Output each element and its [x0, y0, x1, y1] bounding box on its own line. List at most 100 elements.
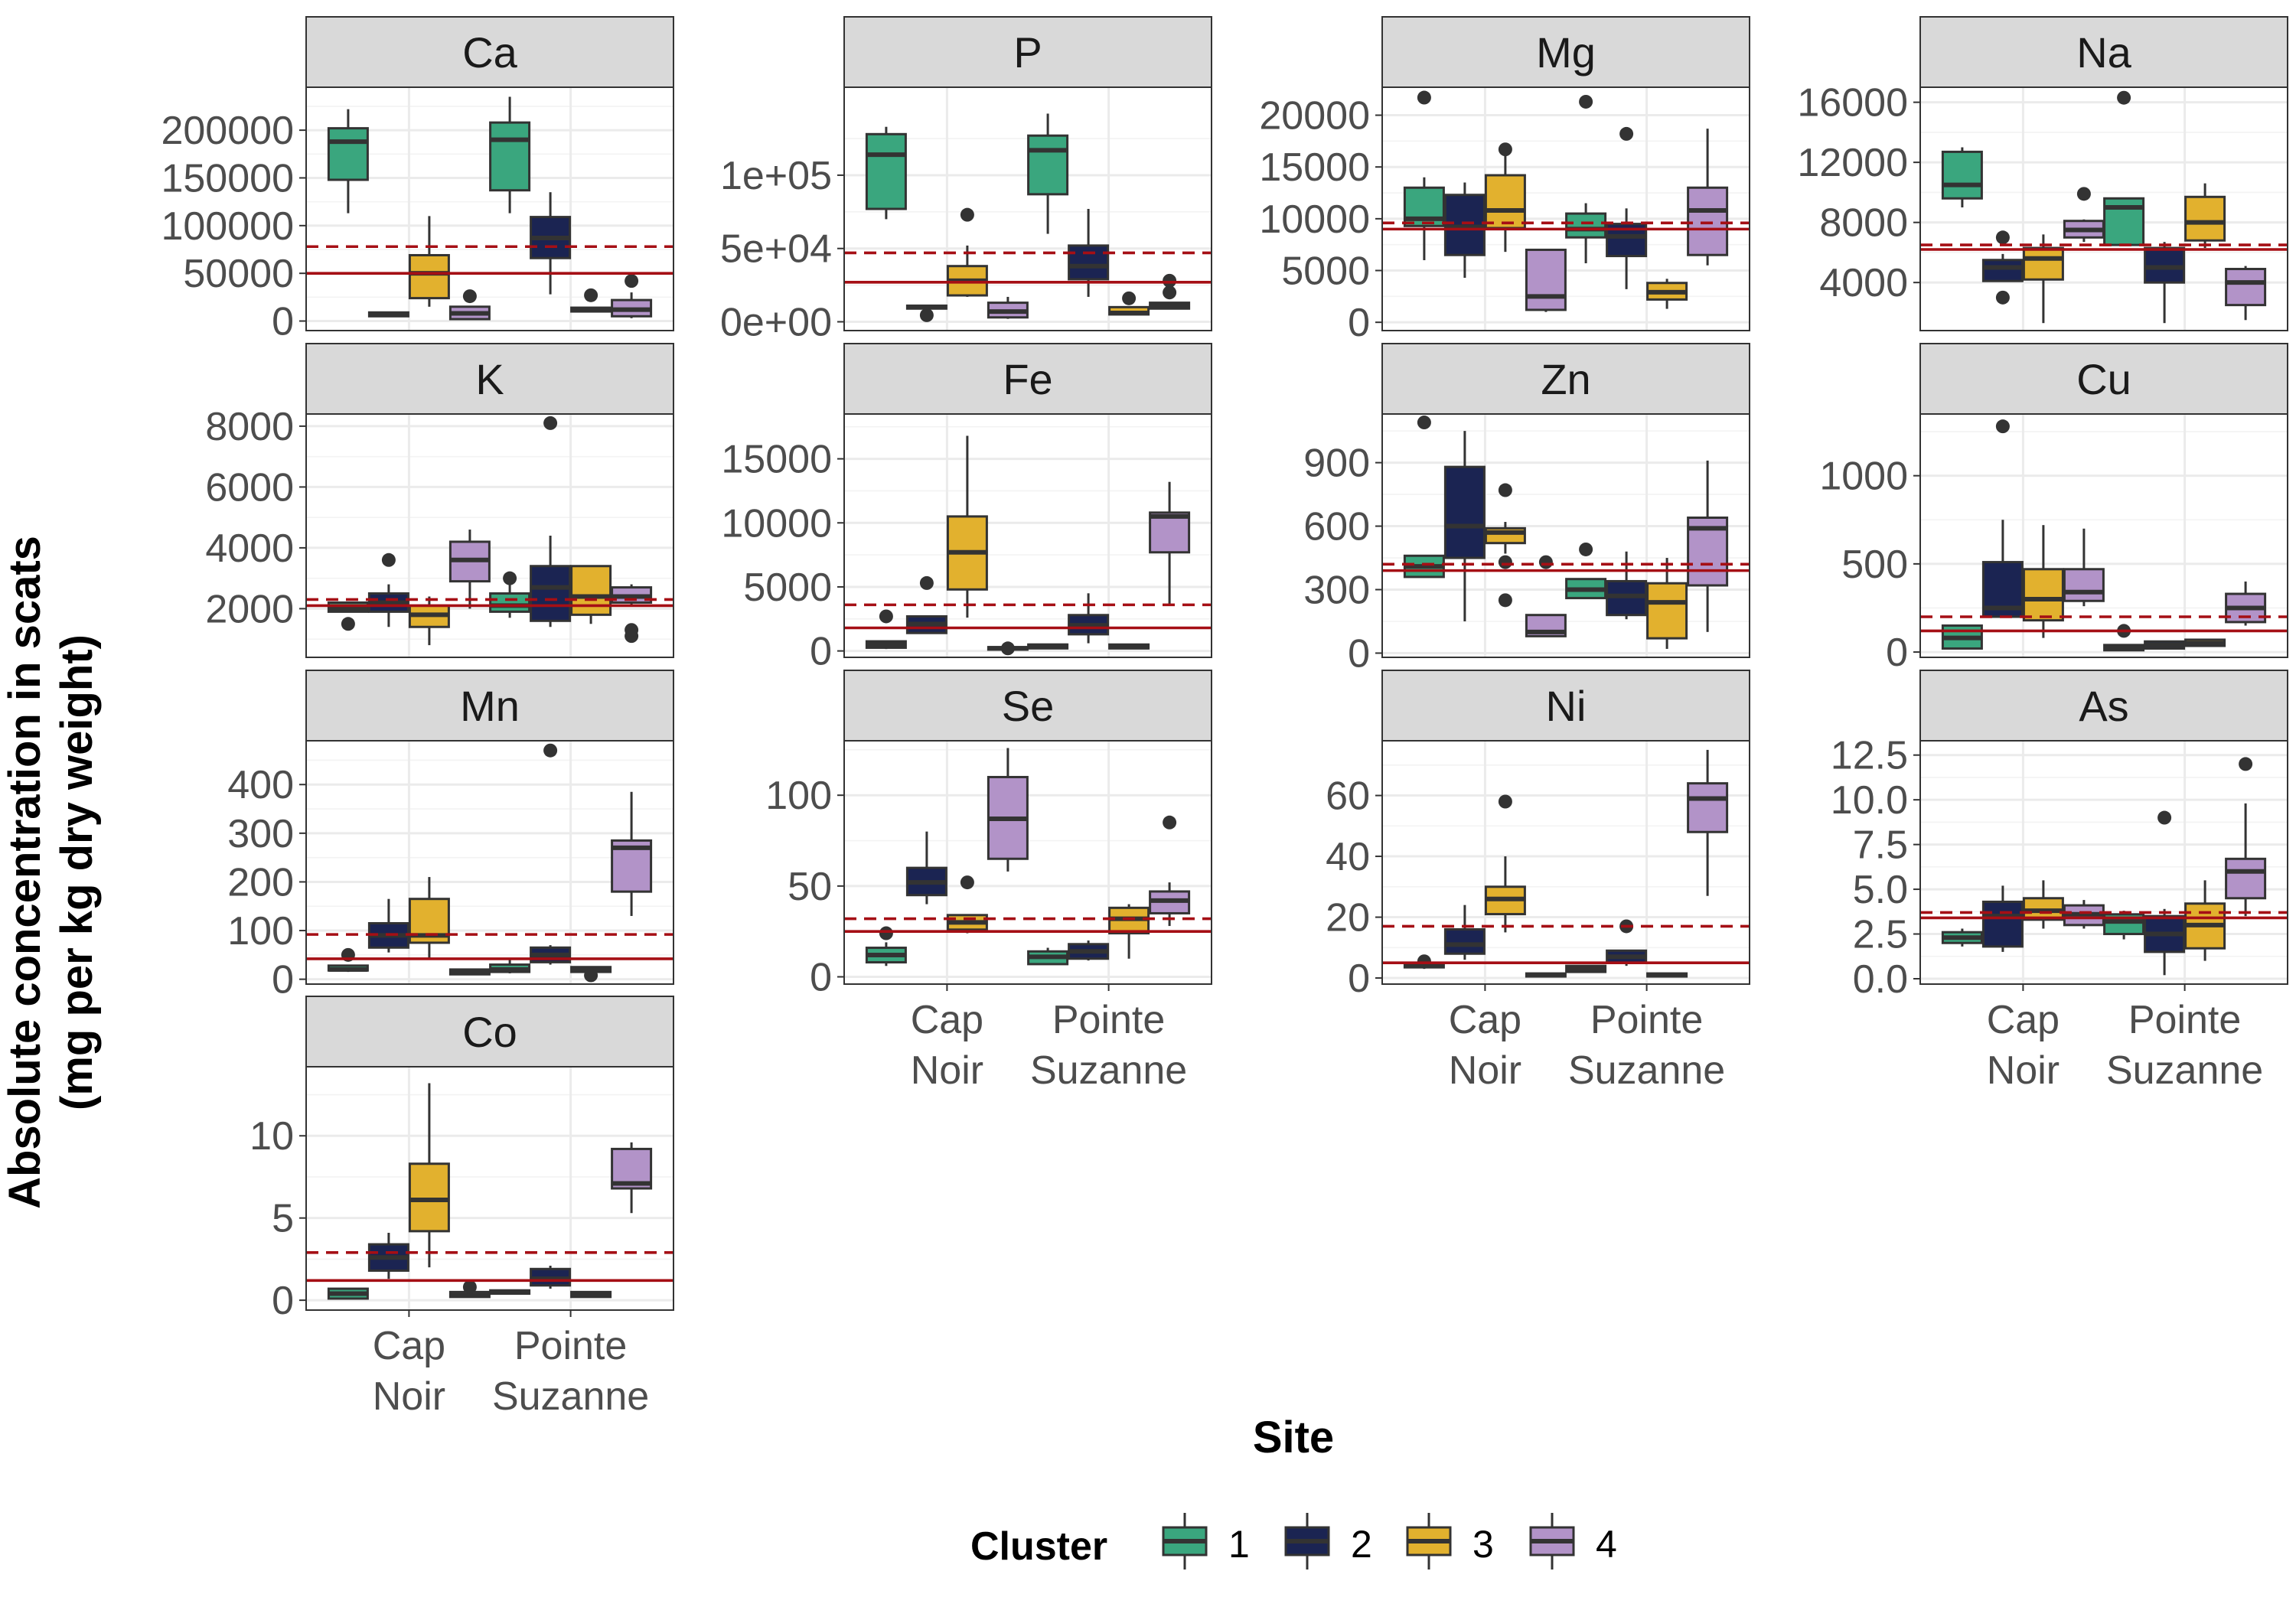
outlier-point [341, 617, 355, 631]
panel-border [1919, 86, 2288, 331]
box-cluster-3-site-cap-noir [1484, 794, 1526, 933]
box-cluster-4-site-pointe-suzanne [1687, 749, 1729, 896]
box-body [1565, 212, 1607, 239]
box-body [1027, 134, 1069, 196]
x-tick-label-line-1: Pointe [1590, 998, 1703, 1042]
box-cluster-3-site-pointe-suzanne [1108, 904, 1150, 959]
box-cluster-3-site-pointe-suzanne [1646, 972, 1688, 978]
box-cluster-1-site-pointe-suzanne [489, 960, 531, 974]
box-cluster-1-site-pointe-suzanne [1565, 542, 1607, 600]
facet-strip-label: As [2079, 682, 2128, 730]
x-tick-label-line-1: Cap [911, 998, 983, 1042]
box-cluster-4-site-cap-noir [1525, 972, 1567, 978]
box-cluster-4-site-cap-noir [1525, 555, 1567, 637]
box-cluster-4-site-cap-noir [987, 748, 1029, 872]
box-cluster-3-site-pointe-suzanne [1646, 279, 1688, 309]
panel-border [1381, 740, 1750, 985]
y-tick-label: 150000 [161, 156, 294, 200]
box-body [2022, 246, 2064, 281]
outlier-point [2239, 757, 2253, 771]
box-cluster-1-site-cap-noir [865, 126, 907, 220]
box-body [2184, 195, 2226, 242]
box-cluster-1-site-cap-noir [327, 109, 369, 214]
legend-key-cluster-2: 2 [1280, 1509, 1372, 1573]
facet-strip [1919, 343, 2288, 415]
outlier-point [960, 207, 974, 222]
outlier-point [462, 289, 477, 304]
box-cluster-4-site-pointe-suzanne [2225, 757, 2267, 917]
facet-strip-label: Co [462, 1008, 517, 1056]
outlier-point [1122, 291, 1137, 305]
x-tick-label-line-1: Pointe [1052, 998, 1165, 1042]
y-tick-label: 5000 [1281, 249, 1370, 294]
y-tick-label: 0 [1348, 631, 1370, 676]
panel-border [305, 740, 674, 985]
facet-strip-label: Cu [2076, 355, 2131, 403]
box-cluster-2-site-cap-noir [1981, 885, 2024, 952]
legend-key-cluster-4: 4 [1525, 1509, 1617, 1573]
box-cluster-4-site-pointe-suzanne [1687, 460, 1729, 632]
box-cluster-3-site-pointe-suzanne [2184, 183, 2226, 249]
box-cluster-1-site-pointe-suzanne [2103, 911, 2145, 940]
x-tick-label-line-2: Suzanne [2106, 1048, 2263, 1093]
facet-panel-fe: Fe 0 5000 10000 15000 [721, 343, 1212, 674]
outlier-point [1579, 94, 1593, 109]
y-tick-label: 7.5 [1853, 823, 1908, 868]
facet-strip [305, 16, 674, 88]
facet-strip [843, 343, 1212, 415]
facet-strip [843, 16, 1212, 88]
facet-strip-label: Mn [460, 682, 520, 730]
box-cluster-2-site-pointe-suzanne [2144, 810, 2186, 976]
legend-key-cluster-3: 3 [1402, 1509, 1494, 1573]
y-tick-label: 0 [1886, 631, 1908, 675]
facet-panel-se: Se 0 50 100 Cap Noir Pointe Suzanne [765, 670, 1212, 1093]
box-body [865, 132, 907, 210]
box-body [1981, 900, 2024, 948]
outlier-point [584, 288, 598, 302]
box-cluster-3-site-pointe-suzanne [2184, 880, 2226, 961]
box-body [1068, 244, 1110, 281]
box-cluster-4-site-pointe-suzanne [611, 584, 653, 644]
legend-title: Cluster [970, 1524, 1107, 1569]
facet-panels: Ca050000100000150000200000P0e+005e+041e+… [161, 16, 2288, 1419]
y-tick-label: 0 [810, 630, 832, 674]
box-cluster-2-site-pointe-suzanne [530, 192, 572, 295]
y-tick-label: 600 [1303, 505, 1370, 549]
y-tick-label: 400 [227, 763, 294, 807]
box-cluster-2-site-pointe-suzanne [1606, 551, 1648, 620]
y-tick-label: 0 [272, 958, 294, 1002]
box-cluster-3-site-cap-noir [946, 435, 988, 618]
facet-strip [1381, 16, 1750, 88]
y-tick-label: 12.5 [1831, 734, 1908, 778]
facet-strip [1919, 670, 2288, 742]
box-cluster-1-site-cap-noir [1403, 416, 1445, 579]
y-tick-label: 100 [227, 909, 294, 953]
outlier-point [1995, 419, 2010, 434]
box-cluster-1-site-pointe-suzanne [1027, 643, 1069, 650]
outlier-point [1498, 555, 1512, 569]
outlier-point [879, 609, 893, 624]
y-tick-label: 10.0 [1831, 778, 1908, 823]
outlier-point [2076, 187, 2091, 201]
box-cluster-1-site-cap-noir [1941, 928, 1983, 947]
legend-label-cluster-4: 4 [1596, 1523, 1617, 1566]
legend-label-cluster-2: 2 [1351, 1523, 1372, 1566]
box-cluster-2-site-cap-noir [367, 311, 409, 318]
box-body [2225, 268, 2267, 307]
y-tick-label: 2000 [205, 587, 294, 631]
box-cluster-4-site-cap-noir [987, 641, 1029, 656]
box-cluster-4-site-cap-noir [448, 289, 491, 321]
x-tick-label-line-2: Suzanne [492, 1374, 649, 1419]
outlier-point [2157, 810, 2172, 825]
facet-strip-label: K [475, 355, 504, 403]
box-cluster-4-site-cap-noir [448, 1279, 491, 1299]
y-tick-label: 300 [227, 812, 294, 856]
facet-strip [305, 996, 674, 1068]
box-cluster-1-site-cap-noir [865, 609, 907, 650]
box-body [1484, 174, 1526, 230]
y-tick-label: 8000 [205, 405, 294, 449]
facet-strip [1381, 343, 1750, 415]
box-cluster-3-site-cap-noir [2022, 525, 2064, 638]
facet-strip-label: Zn [1541, 355, 1590, 403]
y-tick-label: 900 [1303, 442, 1370, 486]
